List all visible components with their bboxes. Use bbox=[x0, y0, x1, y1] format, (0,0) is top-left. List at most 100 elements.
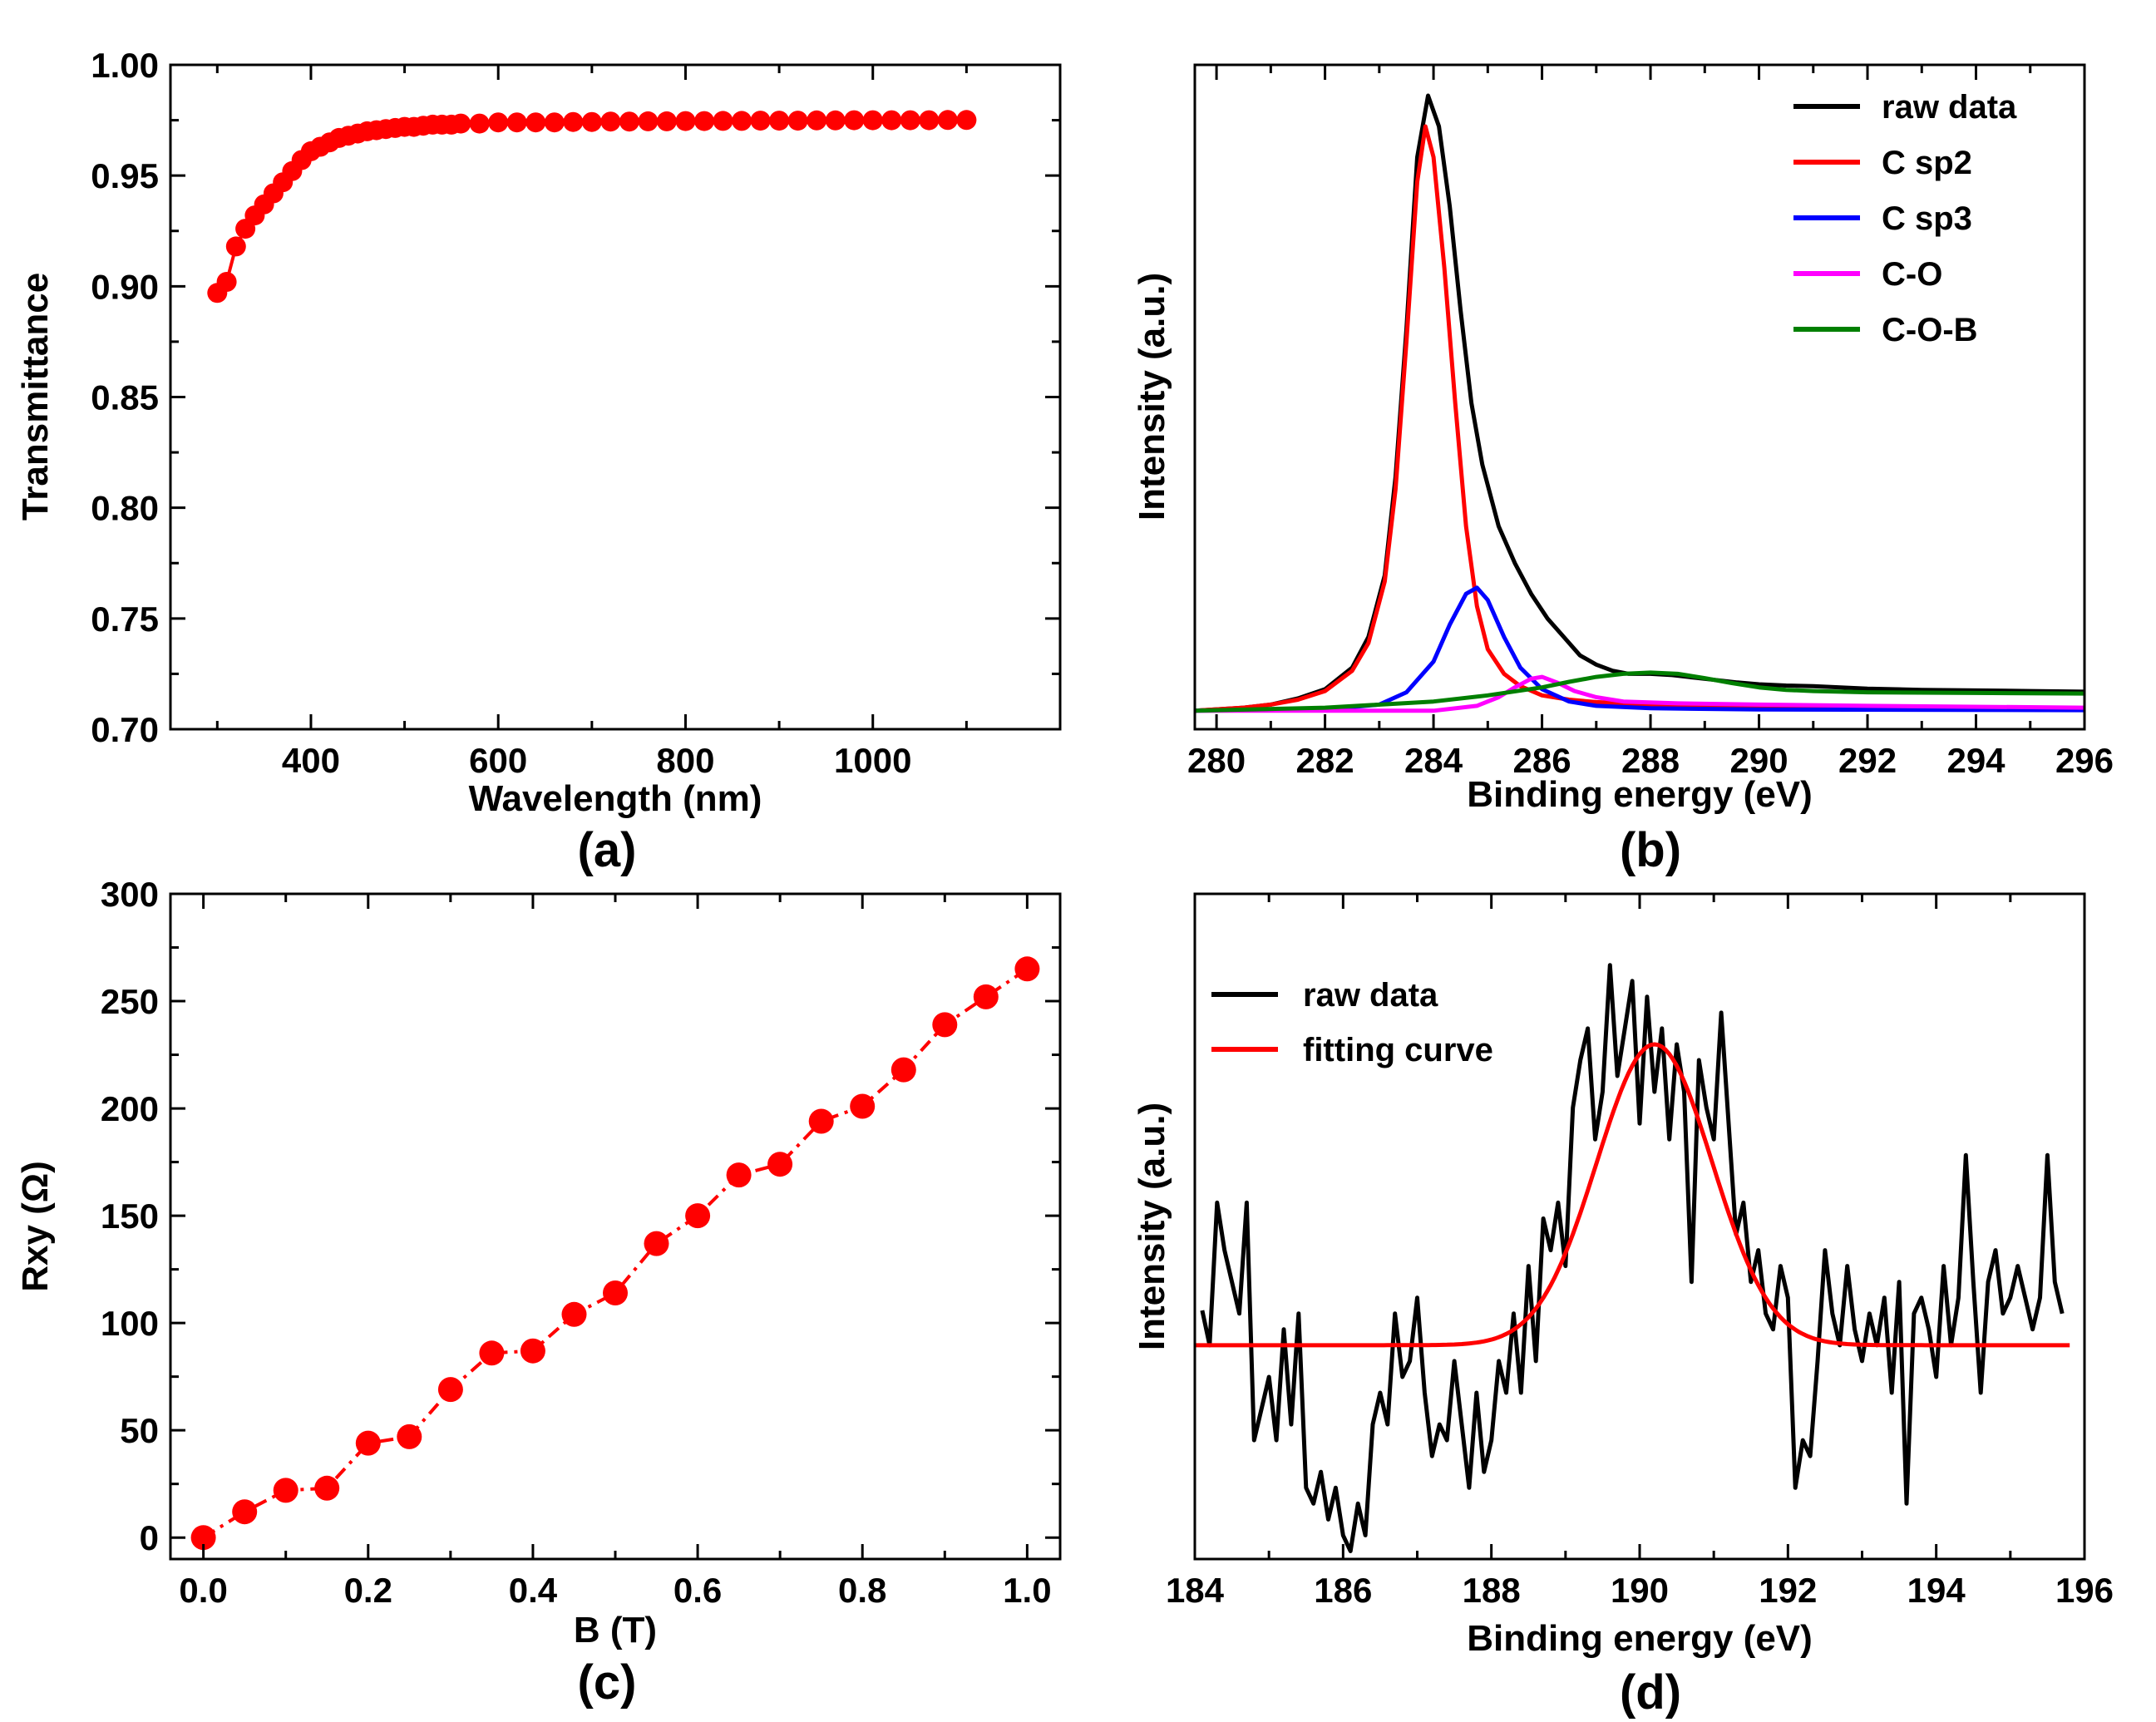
panel-a-ylabel: Transmittance bbox=[15, 273, 56, 521]
panel-c-xtick-label-0: 0.0 bbox=[179, 1571, 227, 1610]
panel-d-ticks: 184 186 188 190 192 194 196 bbox=[1166, 894, 2114, 1610]
panel-a-ytick-label-5: 0.95 bbox=[91, 156, 159, 195]
panel-b-xtick-label-8: 296 bbox=[2055, 741, 2114, 780]
panel-b-xtick-label-2: 284 bbox=[1404, 741, 1463, 780]
panel-a: 400 600 800 1000 0.70 0.75 0.80 0.85 0.90 0.95 1.0… bbox=[15, 46, 1062, 877]
panel-a-ytick-label-0: 0.70 bbox=[91, 710, 159, 749]
panel-a-point-33 bbox=[581, 111, 602, 132]
legend-label-c-sp2: C sp2 bbox=[1882, 145, 1972, 181]
panel-a-ytick-label-1: 0.75 bbox=[91, 599, 159, 639]
panel-c-xtick-label-3: 0.6 bbox=[673, 1571, 722, 1610]
panel-b-xlabel: Binding energy (eV) bbox=[1467, 774, 1813, 815]
panel-a-ytick-label-4: 0.90 bbox=[91, 267, 159, 306]
legend-label-c-o: C-O bbox=[1882, 256, 1942, 293]
panel-c: 0.0 0.2 0.4 0.6 0.8 1.0 0 50 100 150 200 250 300 B (… bbox=[15, 875, 1062, 1710]
panel-b-series bbox=[1194, 93, 2085, 713]
panel-b-label: (b) bbox=[1620, 823, 1681, 877]
panel-a-point-46 bbox=[825, 110, 846, 131]
panel-c-xtick-label-4: 0.8 bbox=[838, 1571, 886, 1610]
panel-a-point-40 bbox=[713, 111, 733, 131]
panel-a-point-53 bbox=[956, 110, 977, 131]
panel-c-point-9 bbox=[561, 1301, 587, 1327]
panel-c-label: (c) bbox=[578, 1655, 637, 1710]
panel-b-series-raw-data bbox=[1194, 93, 2085, 713]
panel-a-xtick-label-2: 800 bbox=[656, 741, 714, 780]
panel-c-ytick-label-1: 50 bbox=[120, 1411, 159, 1450]
panel-a-point-50 bbox=[900, 110, 920, 131]
panel-d-ylabel: Intensity (a.u.) bbox=[1132, 1103, 1172, 1350]
panel-a-xtick-label-0: 400 bbox=[282, 741, 340, 780]
panel-d-xtick-label-6: 196 bbox=[2055, 1571, 2114, 1610]
legend-label-c-o-b: C-O-B bbox=[1882, 312, 1978, 348]
panel-a-point-42 bbox=[750, 111, 771, 131]
panel-a-point-32 bbox=[563, 111, 584, 132]
panel-c-point-20 bbox=[1014, 956, 1040, 982]
panel-c-point-13 bbox=[726, 1162, 752, 1188]
panel-c-series bbox=[190, 956, 1040, 1551]
legend-label-fitting-curve: fitting curve bbox=[1303, 1032, 1493, 1068]
panel-b-xtick-label-1: 282 bbox=[1296, 741, 1354, 780]
panel-a-point-45 bbox=[807, 110, 827, 131]
panel-a-point-41 bbox=[732, 111, 752, 131]
panel-c-xlabel: B (T) bbox=[574, 1610, 657, 1650]
panel-d-xtick-label-1: 186 bbox=[1314, 1571, 1372, 1610]
panel-c-point-15 bbox=[808, 1108, 834, 1134]
panel-c-ytick-label-3: 150 bbox=[101, 1197, 159, 1236]
panel-a-ytick-label-3: 0.85 bbox=[91, 378, 159, 417]
panel-c-point-5 bbox=[397, 1423, 422, 1449]
panel-b-series-c-sp2 bbox=[1194, 124, 2085, 713]
panel-c-ytick-label-0: 0 bbox=[140, 1518, 159, 1557]
panel-a-point-52 bbox=[937, 110, 958, 131]
panel-a-point-27 bbox=[469, 113, 490, 134]
panel-a-xtick-label-3: 1000 bbox=[834, 741, 911, 780]
panel-a-point-47 bbox=[844, 110, 865, 131]
panel-d-xtick-label-3: 190 bbox=[1611, 1571, 1669, 1610]
panel-c-point-16 bbox=[850, 1093, 876, 1119]
panel-a-point-38 bbox=[675, 111, 696, 131]
panel-a-point-2 bbox=[225, 236, 246, 257]
panel-b-series-c-o-b bbox=[1194, 670, 2085, 713]
panel-a-point-28 bbox=[488, 112, 509, 133]
panel-b-xtick-label-5: 290 bbox=[1729, 741, 1788, 780]
legend-item-fitting-curve: fitting curve bbox=[1211, 1032, 1493, 1068]
panel-c-frame bbox=[169, 892, 1062, 1561]
panel-a-xlabel: Wavelength (nm) bbox=[469, 778, 762, 819]
panel-c-point-14 bbox=[767, 1152, 793, 1177]
panel-a-point-29 bbox=[506, 112, 527, 133]
panel-a-series bbox=[207, 110, 977, 303]
legend-item-c-o: C-O bbox=[1793, 256, 1942, 293]
legend-item-raw-data-d: raw data bbox=[1211, 977, 1438, 1014]
panel-a-point-44 bbox=[787, 111, 808, 131]
panel-d-series bbox=[1195, 963, 2070, 1553]
panel-a-point-34 bbox=[600, 111, 621, 132]
panel-a-point-48 bbox=[862, 110, 883, 131]
legend-label-raw-data-d: raw data bbox=[1303, 977, 1438, 1014]
panel-c-point-18 bbox=[932, 1012, 958, 1038]
legend-item-c-o-b: C-O-B bbox=[1793, 312, 1978, 348]
panel-d-xtick-label-5: 194 bbox=[1907, 1571, 1966, 1610]
panel-c-point-7 bbox=[479, 1340, 505, 1366]
panel-d-xtick-label-0: 184 bbox=[1166, 1571, 1225, 1610]
panel-a-point-49 bbox=[881, 110, 902, 131]
panel-b-xtick-label-4: 288 bbox=[1621, 741, 1680, 780]
panel-a-point-51 bbox=[919, 110, 940, 131]
panel-c-point-11 bbox=[644, 1231, 669, 1256]
panel-c-point-10 bbox=[603, 1280, 628, 1305]
panel-d-legend: raw data fitting curve bbox=[1211, 977, 1493, 1068]
panel-c-ylabel: Rxy (Ω) bbox=[15, 1161, 56, 1292]
panel-c-point-4 bbox=[355, 1430, 381, 1456]
panel-d-xtick-label-4: 192 bbox=[1759, 1571, 1817, 1610]
panel-c-point-8 bbox=[520, 1338, 545, 1364]
panel-a-point-39 bbox=[694, 111, 714, 131]
panel-c-ytick-label-4: 200 bbox=[101, 1089, 159, 1128]
panel-a-point-26 bbox=[451, 113, 471, 134]
panel-d-xlabel: Binding energy (eV) bbox=[1467, 1618, 1813, 1659]
panel-c-xtick-label-1: 0.2 bbox=[344, 1571, 392, 1610]
panel-a-point-36 bbox=[638, 111, 659, 131]
panel-a-ticks: 400 600 800 1000 0.70 0.75 0.80 0.85 0.90 0.95 1.0… bbox=[91, 46, 1060, 780]
panel-a-ytick-label-2: 0.80 bbox=[91, 489, 159, 528]
panel-c-point-6 bbox=[437, 1377, 463, 1403]
panel-a-point-35 bbox=[619, 111, 639, 132]
legend-label-raw-data: raw data bbox=[1882, 89, 2017, 126]
panel-c-ticks: 0.0 0.2 0.4 0.6 0.8 1.0 0 50 100 150 200 250 300 bbox=[101, 875, 1060, 1610]
